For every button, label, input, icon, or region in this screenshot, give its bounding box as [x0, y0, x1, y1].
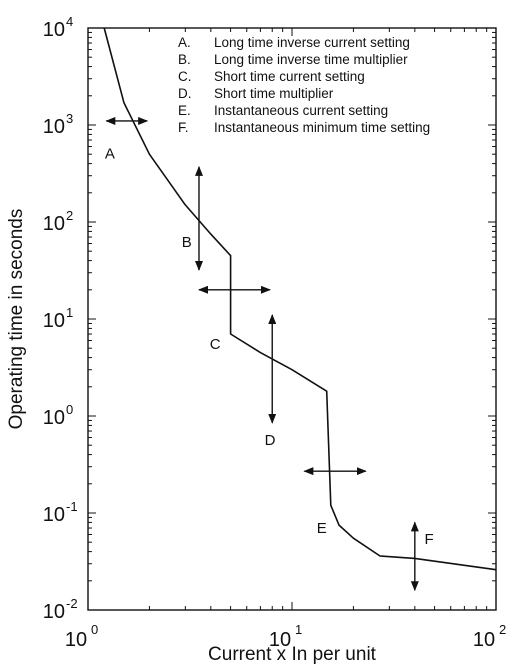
- y-tick-label: 10: [43, 310, 65, 332]
- annotation-arrows: A B C D E F: [105, 116, 434, 592]
- axis-ticks: [87, 28, 496, 611]
- legend-entry: Instantaneous minimum time setting: [214, 120, 430, 135]
- x-tick-exponent: 1: [295, 622, 302, 637]
- legend-key: C.: [178, 69, 192, 84]
- legend-entry: Short time multiplier: [214, 86, 334, 101]
- x-tick-exponent: 0: [91, 622, 98, 637]
- y-tick-exponent: 4: [66, 14, 73, 29]
- y-axis-label: Operating time in seconds: [6, 209, 27, 430]
- x-tick-label: 10: [473, 629, 495, 651]
- legend-key: D.: [178, 86, 192, 101]
- annotation-label-d: D: [265, 432, 276, 449]
- legend-key: E.: [178, 103, 191, 118]
- legend-entry: Long time inverse current setting: [214, 35, 410, 50]
- legend-key: A.: [178, 35, 191, 50]
- x-tick-label: 10: [65, 629, 87, 651]
- legend-entry: Short time current setting: [214, 69, 365, 84]
- y-tick-exponent: 0: [66, 402, 73, 417]
- annotation-label-e: E: [317, 520, 327, 537]
- x-axis-label: Current x In per unit: [208, 644, 377, 665]
- y-tick-label: 10: [43, 213, 65, 235]
- x-tick-label: 10: [269, 629, 291, 651]
- legend: A. Long time inverse current setting B. Lon…: [178, 35, 430, 135]
- y-tick-label: 10: [43, 116, 65, 138]
- annotation-label-c: C: [210, 336, 221, 353]
- annotation-label-b: B: [182, 234, 192, 251]
- annotation-label-f: F: [425, 531, 434, 548]
- y-tick-label: 10: [43, 504, 65, 526]
- legend-entry: Long time inverse time multiplier: [214, 52, 408, 67]
- y-tick-exponent: 3: [66, 111, 73, 126]
- y-tick-exponent: -2: [66, 596, 78, 611]
- y-tick-exponent: 1: [66, 305, 73, 320]
- x-tick-exponent: 2: [499, 622, 506, 637]
- y-tick-label: 10: [43, 19, 65, 41]
- y-tick-label: 10: [43, 601, 65, 623]
- annotation-label-a: A: [105, 146, 115, 163]
- legend-key: B.: [178, 52, 191, 67]
- y-tick-label: 10: [43, 407, 65, 429]
- legend-key: F.: [178, 120, 189, 135]
- legend-entry: Instantaneous current setting: [214, 103, 388, 118]
- y-tick-exponent: 2: [66, 208, 73, 223]
- y-tick-exponent: -1: [66, 499, 78, 514]
